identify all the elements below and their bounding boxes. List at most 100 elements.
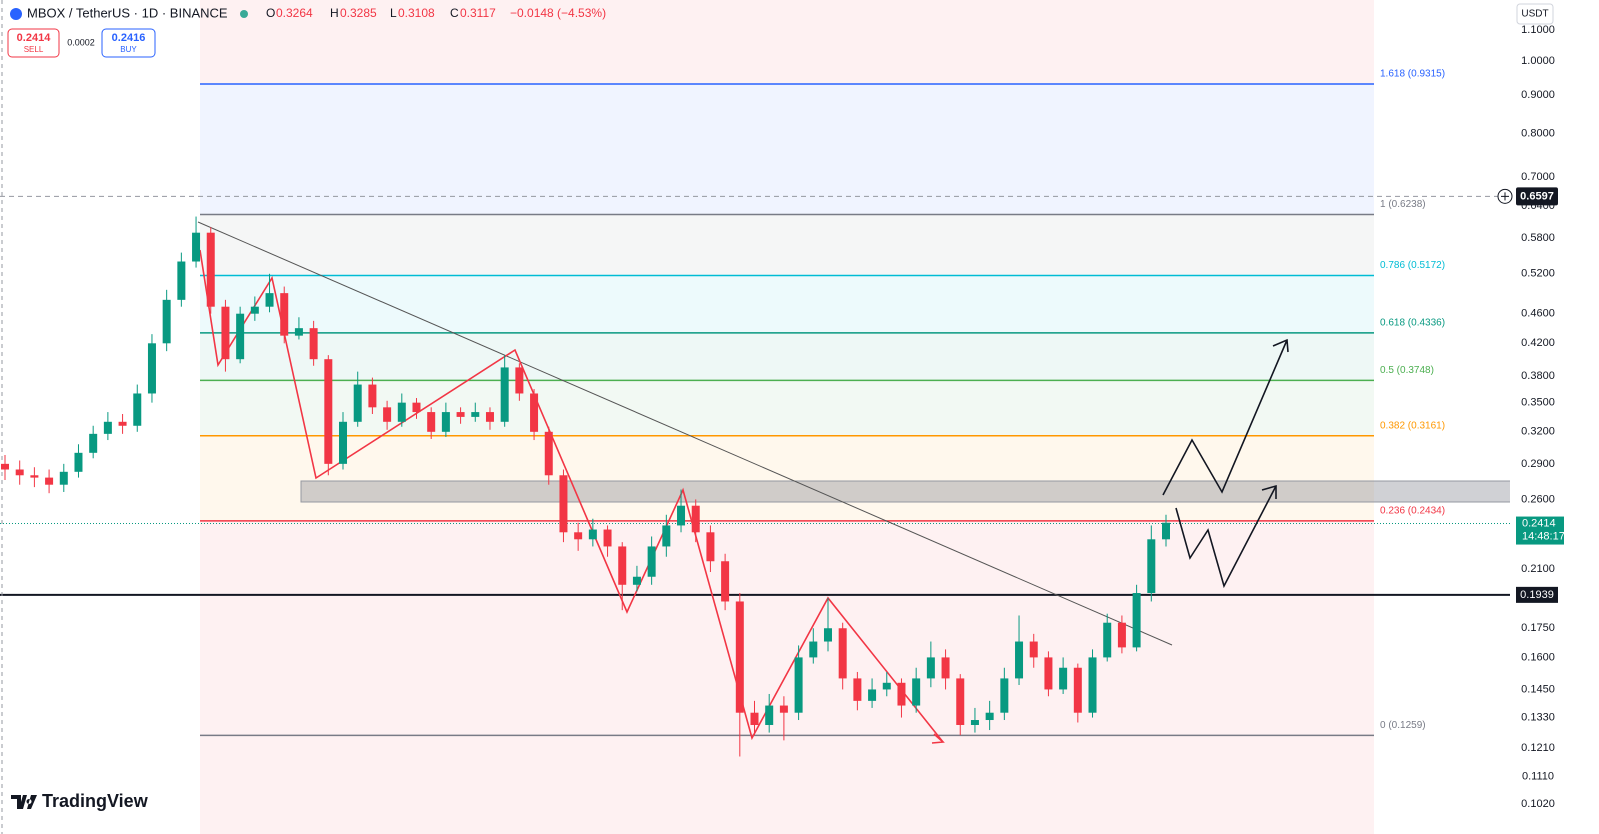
y-tick-label: 0.4200 [1521,337,1555,349]
y-tick-label: 0.1210 [1521,742,1555,754]
ohlc-letter: C [450,6,459,20]
candle-body [118,421,127,426]
candle-body [133,393,142,426]
candle-body [794,657,803,713]
ohlc-value: 0.3285 [340,6,377,20]
candle-body [250,306,259,314]
candle-body [221,306,230,360]
y-tick-label: 0.2100 [1521,563,1555,575]
candle-body [471,412,480,417]
price-tag [1516,586,1558,603]
candle-body [721,561,730,602]
y-tick-label: 0.1450 [1521,683,1555,695]
candle-body [265,293,274,307]
candle-body [1088,657,1097,713]
horizontal-line-price: 0.1939 [1520,589,1554,601]
currency: USDT [1521,9,1548,20]
fib-label: 0 (0.1259) [1380,720,1426,731]
y-tick-label: 0.1110 [1522,770,1554,782]
candle-body [324,359,333,464]
fib-zone [200,214,1374,276]
candle-body [647,546,656,577]
sell-button[interactable] [7,28,60,58]
candle-body [544,431,553,476]
candle-body [559,475,568,533]
projection-arrow-alt [1175,485,1277,589]
brand-name: TradingView [42,791,149,811]
y-tick-label: 0.1020 [1521,798,1555,810]
fib-zone [200,735,1374,834]
candle-body [897,682,906,706]
y-tick-label: 1.0000 [1521,55,1555,67]
candle-body [603,529,612,547]
candle-body [353,384,362,422]
symbol-icon [10,8,22,20]
candle-body [500,367,509,422]
fib-zone [200,520,1374,736]
ohlc-letter: O [266,6,275,20]
candle-body [970,720,979,725]
y-tick-label: 0.1600 [1521,651,1555,663]
y-tick-label: 0.1750 [1521,622,1555,634]
brand: TradingView [11,791,149,811]
candle-body [1132,593,1141,648]
candle-body [588,529,597,540]
projection-arrowhead [1261,484,1277,499]
axis-background [1510,0,1599,834]
candle-body [236,313,245,360]
candle-body [1,463,9,470]
fib-label: 0.236 (0.2434) [1380,506,1445,517]
candle-body [15,469,24,476]
candle-body [1059,667,1068,690]
candle-body [103,421,112,434]
candle-body [147,343,156,394]
candle-body [985,712,994,721]
sell-price: 0.2414 [17,32,52,44]
candle-body [309,328,318,360]
y-tick-label: 0.4600 [1521,308,1555,320]
candle-body [926,657,935,679]
zigzag-arrowhead [931,733,945,744]
candle-body [206,232,215,307]
candle-body [750,712,759,725]
trend-line [197,221,1173,646]
fib-zone [200,332,1374,381]
candle-body [1044,657,1053,690]
candle-body [882,682,891,690]
candle-body [677,505,686,526]
candle-body [412,402,421,413]
candle-body [838,628,847,679]
candle-body [59,471,68,485]
candle-body [177,261,186,300]
y-tick-label: 1.1000 [1521,24,1555,36]
symbol-title: MBOX / TetherUS · 1D · BINANCE [27,5,228,20]
header: MBOX / TetherUS · 1D · BINANCE O 0.3264 … [7,5,606,58]
candle-body [706,532,715,562]
y-tick-label: 0.3200 [1521,426,1555,438]
y-tick-label: 0.3800 [1521,370,1555,382]
candles [1,216,1170,757]
annotations [1,0,1515,834]
currency-box[interactable] [1516,3,1554,25]
crosshair-price: 0.6597 [1520,190,1554,202]
ohlc-value: 0.3264 [276,6,313,20]
fib-zone [200,84,1374,215]
fib-label: 0.382 (0.3161) [1380,420,1445,431]
last-price: 0.2414 [1522,517,1556,529]
countdown: 14:48:17 [1522,530,1565,542]
buy-label: BUY [120,45,137,54]
fib-label: 0.5 (0.3748) [1380,365,1434,376]
y-tick-label: 0.8000 [1521,127,1555,139]
zigzag-pattern [199,249,944,743]
projection-arrowhead [1272,338,1289,353]
spread: 0.0002 [67,37,95,47]
price-axis: USDT 1.10001.00000.90000.80000.70000.640… [1497,0,1599,834]
candle-body [515,367,524,394]
y-tick-label: 0.9000 [1521,89,1555,101]
candle-body [662,525,671,547]
fib-zone [200,275,1374,333]
y-tick-label: 0.1330 [1521,711,1555,723]
candle-body [45,477,54,485]
sell-label: SELL [24,45,44,54]
buy-button[interactable] [101,28,156,58]
